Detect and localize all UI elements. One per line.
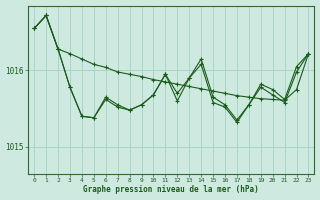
X-axis label: Graphe pression niveau de la mer (hPa): Graphe pression niveau de la mer (hPa) <box>84 185 259 194</box>
